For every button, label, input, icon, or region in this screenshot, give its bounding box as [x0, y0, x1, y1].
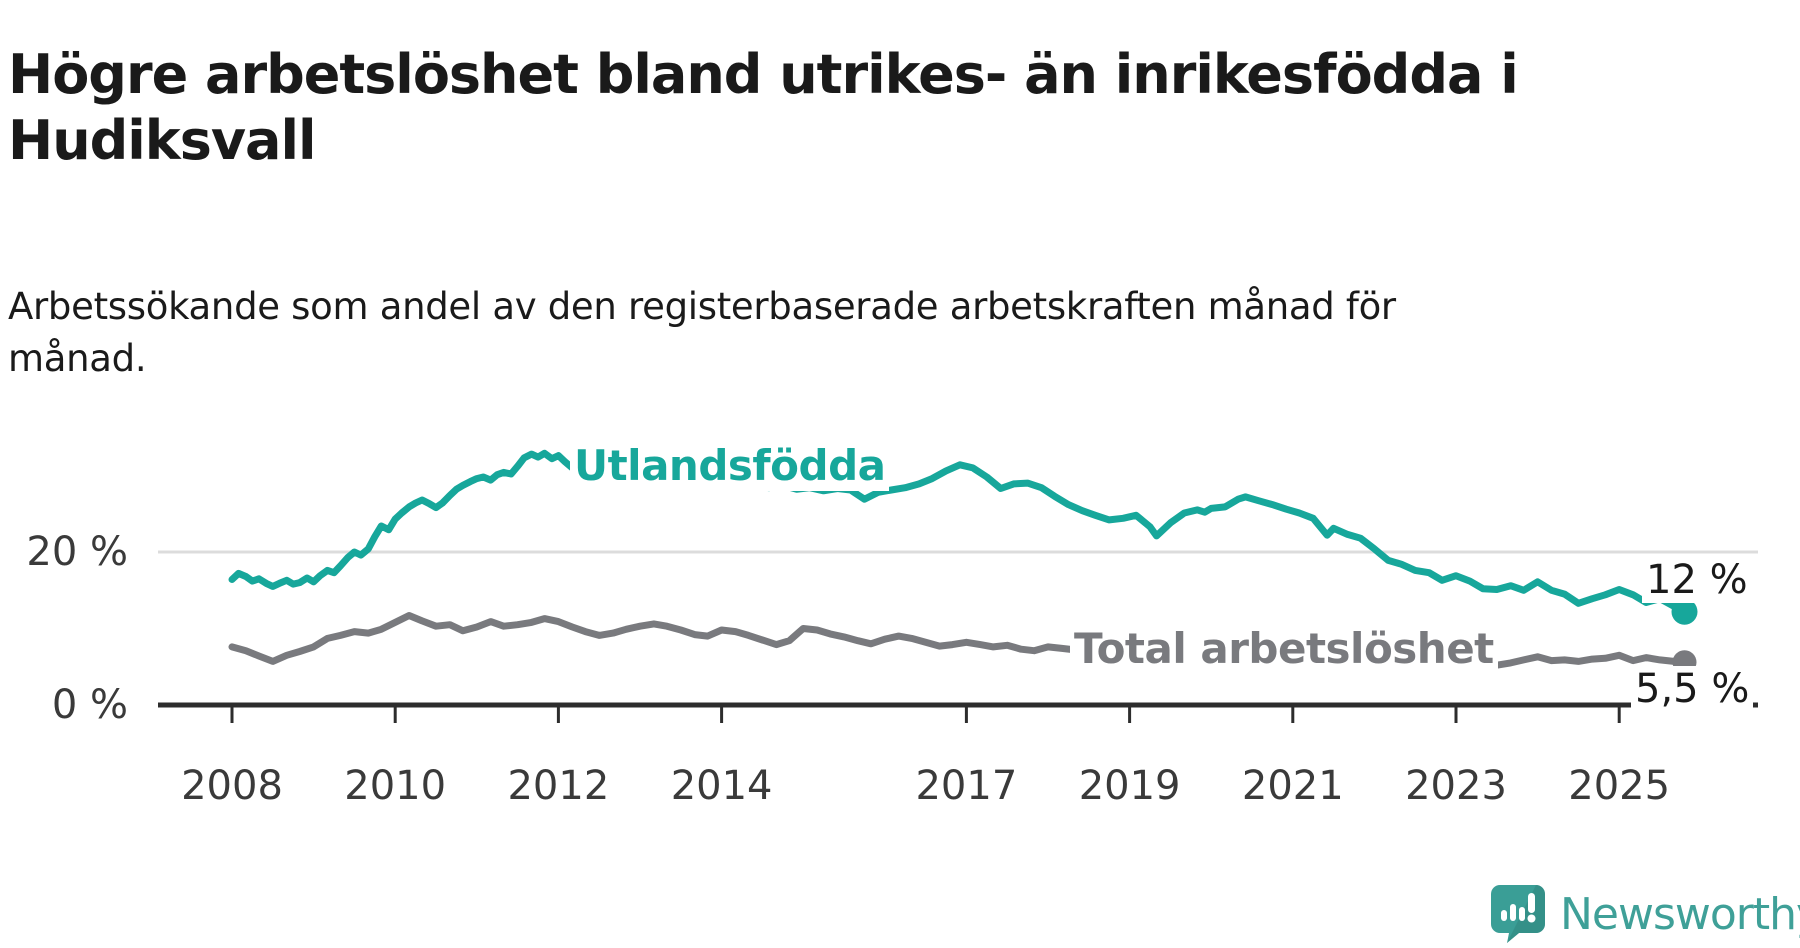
series-label-total: Total arbetslöshet	[1070, 624, 1498, 675]
utlandsfodda-end-dot	[1671, 598, 1698, 625]
x-axis-tick-label: 2017	[915, 763, 1018, 809]
x-axis-tick-label: 2010	[344, 763, 447, 809]
x-axis-tick-label: 2019	[1078, 763, 1181, 809]
x-axis-tick-label: 2021	[1241, 763, 1344, 809]
utlandsfodda-line	[228, 449, 1688, 616]
page-title: Högre arbetslöshet bland utrikes- än inr…	[8, 43, 1519, 173]
x-axis-tick-label: 2023	[1405, 763, 1507, 809]
newsworthy-bubble-chart-icon	[1491, 885, 1545, 943]
x-axis-tick-label: 2014	[670, 763, 773, 809]
y-axis-tick-label-20: 20 %	[26, 529, 128, 575]
x-axis-ticks	[230, 705, 1621, 723]
chart-subtitle: Arbetssökande som andel av den registerb…	[8, 285, 1396, 380]
series-label-utlandsfodda: Utlandsfödda	[570, 441, 890, 492]
end-value-label-utlandsfodda: 12 %	[1642, 557, 1752, 603]
x-axis-tick-label: 2025	[1568, 763, 1671, 809]
x-axis-tick-label: 2012	[507, 763, 610, 809]
y-axis-tick-label-0: 0 %	[51, 682, 128, 728]
end-value-label-total: 5,5 %	[1631, 666, 1754, 712]
newsworthy-wordmark: Newsworthy	[1560, 888, 1800, 940]
newsworthy-logo: Newsworthy	[1490, 884, 1800, 944]
x-axis-tick-label: 2008	[181, 763, 283, 809]
